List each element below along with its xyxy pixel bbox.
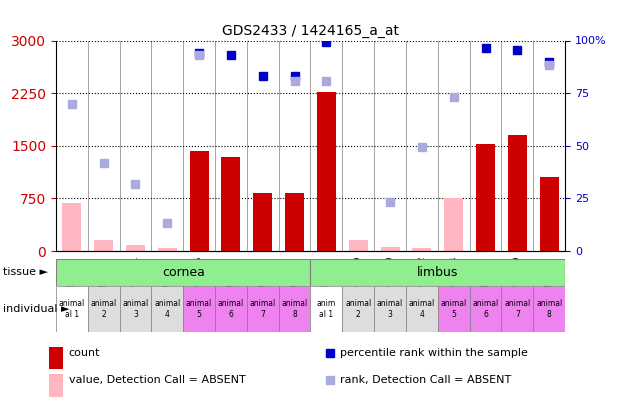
Text: animal
8: animal 8 — [536, 299, 563, 318]
Bar — [444, 198, 463, 251]
Text: animal
5: animal 5 — [186, 299, 212, 318]
Bar — [508, 135, 527, 251]
Bar — [501, 286, 533, 332]
Text: animal
6: animal 6 — [473, 299, 499, 318]
Bar — [158, 248, 177, 251]
Bar — [540, 177, 559, 251]
Bar — [221, 157, 240, 251]
Bar — [119, 286, 152, 332]
Bar — [48, 374, 63, 396]
Bar — [48, 347, 63, 369]
Bar — [94, 240, 113, 251]
Text: animal
2: animal 2 — [345, 299, 371, 318]
Bar — [56, 286, 88, 332]
Bar — [348, 240, 368, 251]
Text: anim
al 1: anim al 1 — [317, 299, 336, 318]
Bar — [183, 286, 215, 332]
Bar — [381, 247, 399, 251]
Bar — [253, 193, 272, 251]
Text: animal
7: animal 7 — [250, 299, 276, 318]
Text: animal
6: animal 6 — [218, 299, 244, 318]
Text: rank, Detection Call = ABSENT: rank, Detection Call = ABSENT — [340, 375, 511, 386]
Text: count: count — [69, 348, 100, 358]
Bar — [317, 92, 336, 251]
Bar — [189, 151, 209, 251]
Text: cornea: cornea — [161, 266, 205, 279]
Bar — [310, 259, 565, 286]
Bar — [126, 245, 145, 251]
Text: limbus: limbus — [417, 266, 458, 279]
Bar — [412, 248, 432, 251]
Bar — [56, 259, 310, 286]
Bar — [342, 286, 374, 332]
Text: individual ►: individual ► — [3, 304, 70, 313]
Text: animal
3: animal 3 — [377, 299, 403, 318]
Text: animal
4: animal 4 — [409, 299, 435, 318]
Bar — [285, 193, 304, 251]
Bar — [88, 286, 119, 332]
Text: tissue ►: tissue ► — [3, 267, 48, 277]
Bar — [374, 286, 406, 332]
Text: value, Detection Call = ABSENT: value, Detection Call = ABSENT — [69, 375, 245, 386]
Text: animal
3: animal 3 — [122, 299, 148, 318]
Bar — [469, 286, 501, 332]
Bar — [438, 286, 469, 332]
Bar — [310, 286, 342, 332]
Bar — [215, 286, 247, 332]
Bar — [279, 286, 310, 332]
Text: animal
2: animal 2 — [91, 299, 117, 318]
Text: animal
5: animal 5 — [440, 299, 467, 318]
Text: percentile rank within the sample: percentile rank within the sample — [340, 348, 528, 358]
Text: animal
8: animal 8 — [281, 299, 308, 318]
Text: animal
7: animal 7 — [504, 299, 530, 318]
Title: GDS2433 / 1424165_a_at: GDS2433 / 1424165_a_at — [222, 24, 399, 38]
Text: animal
al 1: animal al 1 — [58, 299, 85, 318]
Bar — [533, 286, 565, 332]
Bar — [247, 286, 279, 332]
Bar — [406, 286, 438, 332]
Text: animal
4: animal 4 — [154, 299, 181, 318]
Bar — [476, 144, 495, 251]
Bar — [152, 286, 183, 332]
Bar — [62, 203, 81, 251]
